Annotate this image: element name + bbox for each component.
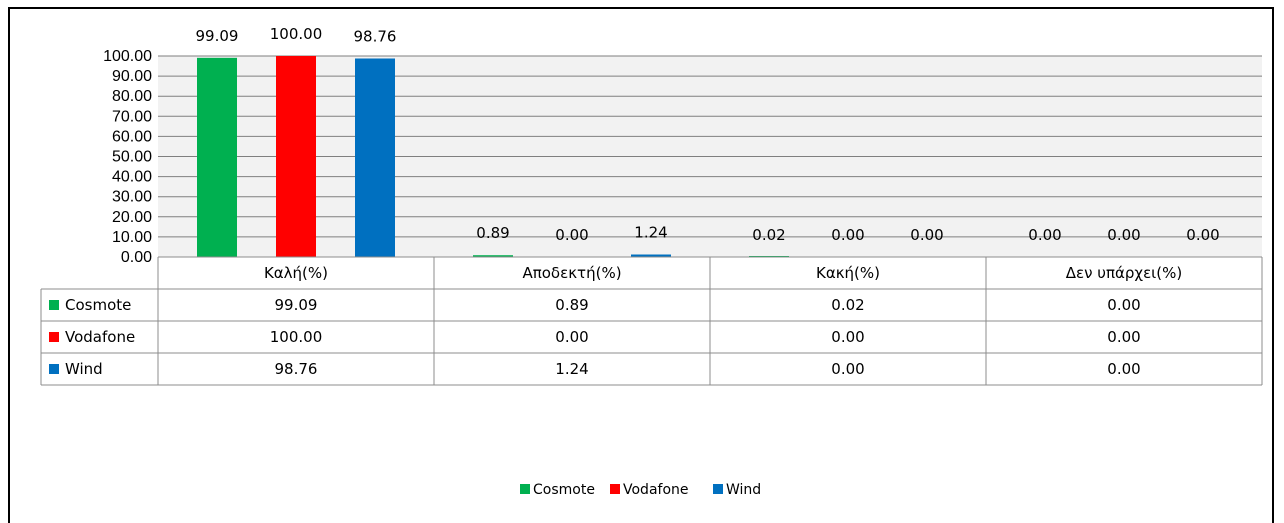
y-tick-label: 0.00 bbox=[121, 249, 152, 266]
chart-frame bbox=[8, 7, 1274, 523]
table-legend-key bbox=[49, 364, 59, 374]
table-row-label: Vodafone bbox=[65, 328, 135, 346]
y-tick-label: 70.00 bbox=[112, 108, 152, 125]
table-cell: 0.00 bbox=[1107, 296, 1140, 314]
table-header-cell: Αποδεκτή(%) bbox=[522, 264, 621, 282]
table-header-cell: Καλή(%) bbox=[264, 264, 328, 282]
y-tick-label: 40.00 bbox=[112, 169, 152, 186]
data-label: 0.00 bbox=[555, 226, 588, 244]
bar-vodafone bbox=[276, 56, 316, 257]
table-cell: 1.24 bbox=[555, 360, 588, 378]
table-cell: 0.00 bbox=[1107, 360, 1140, 378]
data-label: 0.89 bbox=[476, 224, 509, 242]
data-label: 0.00 bbox=[1107, 226, 1140, 244]
legend-key-wind bbox=[713, 484, 723, 494]
legend-key-vodafone bbox=[610, 484, 620, 494]
table-cell: 0.00 bbox=[831, 360, 864, 378]
data-label: 1.24 bbox=[634, 224, 667, 242]
y-tick-label: 60.00 bbox=[112, 128, 152, 145]
legend-label: Cosmote bbox=[533, 482, 595, 498]
table-cell: 0.00 bbox=[555, 328, 588, 346]
table-cell: 0.00 bbox=[831, 328, 864, 346]
table-legend-key bbox=[49, 300, 59, 310]
table-row-label: Wind bbox=[65, 360, 103, 378]
data-label: 100.00 bbox=[270, 25, 323, 43]
y-tick-label: 10.00 bbox=[112, 229, 152, 246]
bar-wind bbox=[631, 254, 671, 257]
data-label: 0.02 bbox=[752, 226, 785, 244]
data-label: 99.09 bbox=[196, 27, 239, 45]
bar-cosmote bbox=[473, 255, 513, 257]
table-cell: 98.76 bbox=[275, 360, 318, 378]
y-tick-label: 80.00 bbox=[112, 88, 152, 105]
data-label: 0.00 bbox=[1186, 226, 1219, 244]
bar-cosmote bbox=[197, 57, 237, 257]
table-cell: 0.02 bbox=[831, 296, 864, 314]
table-legend-key bbox=[49, 332, 59, 342]
table-cell: 100.00 bbox=[270, 328, 323, 346]
table-cell: 99.09 bbox=[275, 296, 318, 314]
legend-key-cosmote bbox=[520, 484, 530, 494]
y-tick-label: 30.00 bbox=[112, 189, 152, 206]
data-label: 0.00 bbox=[831, 226, 864, 244]
y-tick-label: 50.00 bbox=[112, 149, 152, 166]
y-tick-label: 90.00 bbox=[112, 68, 152, 85]
table-cell: 0.89 bbox=[555, 296, 588, 314]
table-cell: 0.00 bbox=[1107, 328, 1140, 346]
data-label: 0.00 bbox=[1028, 226, 1061, 244]
legend-label: Vodafone bbox=[623, 482, 689, 498]
table-header-cell: Δεν υπάρχει(%) bbox=[1066, 264, 1182, 282]
data-label: 98.76 bbox=[354, 27, 397, 45]
y-tick-label: 100.00 bbox=[103, 48, 152, 65]
bar-wind bbox=[355, 58, 395, 257]
table-row-label: Cosmote bbox=[65, 296, 131, 314]
legend-label: Wind bbox=[726, 482, 761, 498]
table-header-cell: Κακή(%) bbox=[816, 264, 880, 282]
data-label: 0.00 bbox=[910, 226, 943, 244]
y-tick-label: 20.00 bbox=[112, 209, 152, 226]
